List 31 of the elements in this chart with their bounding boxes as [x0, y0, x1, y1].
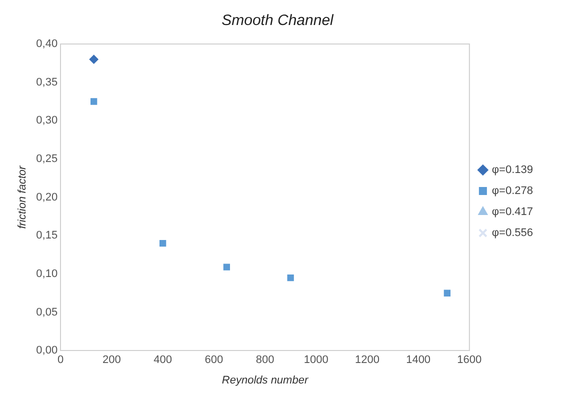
legend-label: φ=0.139: [492, 164, 534, 176]
x-tick-label: 0: [58, 354, 64, 366]
y-axis-title: friction factor: [16, 164, 29, 229]
y-tick-label: 0,25: [36, 153, 58, 166]
y-tick-label: 0,15: [36, 230, 58, 242]
legend-label: φ=0.417: [492, 206, 534, 218]
x-tick-label: 1200: [354, 354, 380, 366]
y-tick-label: 0,40: [36, 38, 58, 50]
point: [159, 240, 166, 247]
point: [89, 54, 98, 64]
x-tick-label: 1600: [457, 354, 482, 366]
y-tick-label: 0,05: [36, 306, 58, 318]
legend-label: φ=0.556: [492, 227, 534, 240]
x-axis-title: Reynolds number: [222, 374, 310, 386]
point: [223, 264, 230, 270]
y-tick-label: 0,30: [36, 114, 58, 127]
y-tick-label: 0,35: [36, 76, 58, 88]
y-tick-label: 0,20: [36, 191, 58, 204]
point: [90, 98, 98, 105]
chart-title: Smooth Channel: [222, 12, 334, 30]
y-tick-label: 0,00: [36, 344, 58, 357]
x-tick-label: 600: [204, 354, 224, 366]
x-tick-label: 1000: [304, 354, 328, 366]
x-tick-label: 200: [102, 354, 121, 366]
point: [444, 290, 451, 296]
point: [287, 274, 294, 282]
legend-label: φ=0.278: [492, 185, 534, 198]
x-tick-label: 1400: [406, 354, 431, 366]
x-tick-label: 800: [256, 354, 274, 366]
y-tick-label: 0,10: [36, 268, 58, 280]
x-tick-label: 400: [154, 354, 172, 366]
